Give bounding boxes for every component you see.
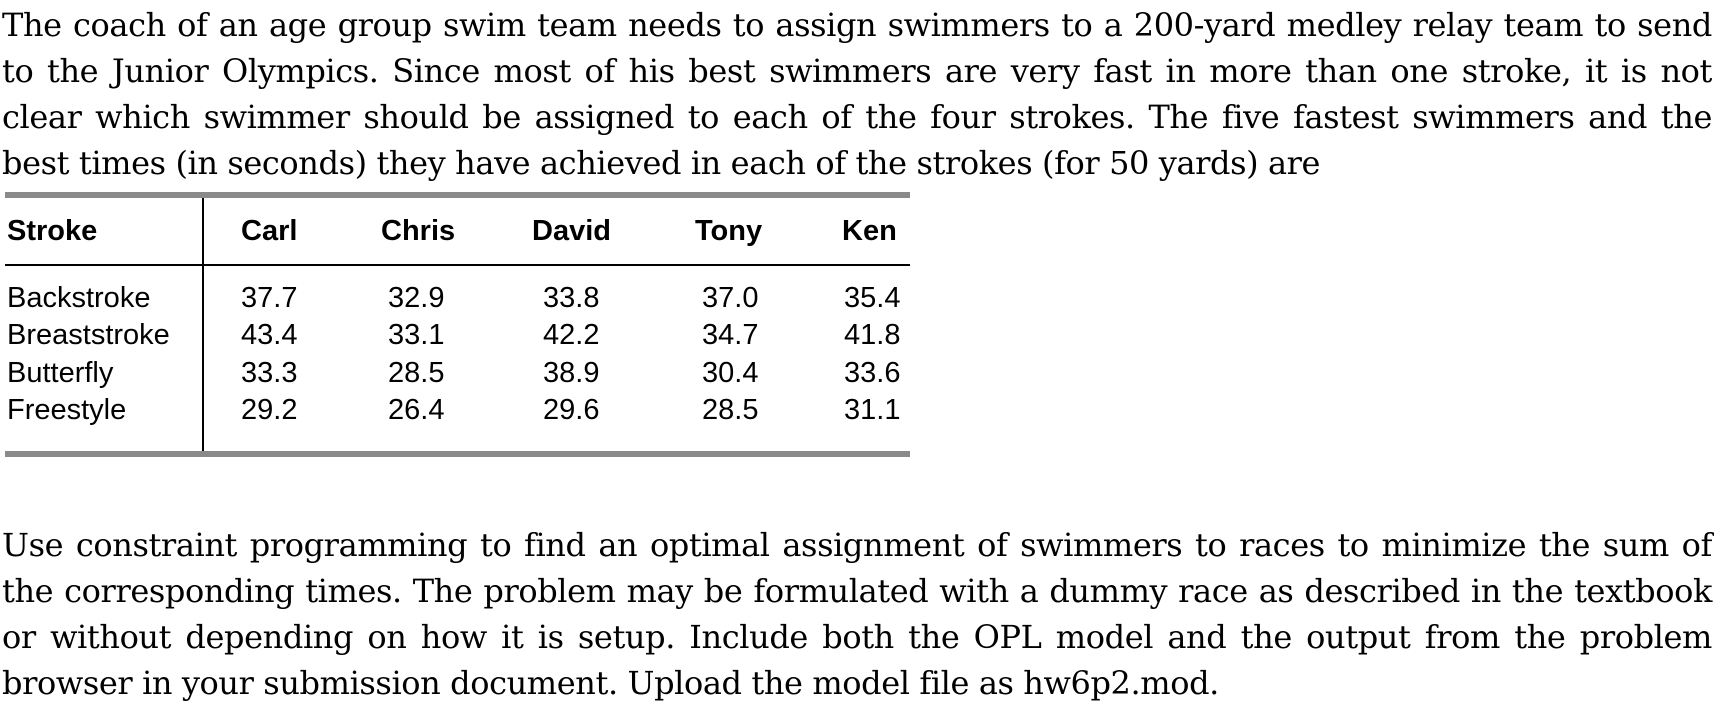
table-cell: 33.8 [543,282,600,314]
table-header-rule [5,264,910,266]
table-cell: 30.4 [702,357,759,389]
table-cell: 37.7 [241,282,298,314]
table-bottom-rule [5,451,910,457]
table-cell: 38.9 [543,357,600,389]
row-label: Freestyle [7,394,127,426]
table-cell: 31.1 [844,394,901,426]
table-cell: 26.4 [388,394,445,426]
table-cell: 33.1 [388,319,445,351]
header-stroke: Stroke [7,215,98,247]
table-cell: 34.7 [702,319,759,351]
table-cell: 35.4 [844,282,901,314]
header-ken: Ken [842,215,897,247]
table-cell: 29.6 [543,394,600,426]
row-label: Butterfly [7,357,114,389]
table-cell: 29.2 [241,394,298,426]
intro-paragraph: The coach of an age group swim team need… [2,6,1712,182]
table-cell: 41.8 [844,319,901,351]
row-label: Backstroke [7,282,151,314]
table-cell: 32.9 [388,282,445,314]
table-cell: 28.5 [702,394,759,426]
table-cell: 37.0 [702,282,759,314]
instructions-paragraph: Use constraint programming to find an op… [2,526,1712,702]
table-cell: 33.6 [844,357,901,389]
table-cell: 43.4 [241,319,298,351]
table-cell: 42.2 [543,319,600,351]
header-tony: Tony [695,215,763,247]
header-david: David [532,215,611,247]
table-cell: 33.3 [241,357,298,389]
header-chris: Chris [381,215,456,247]
swim-times-table: Stroke Carl Chris David Tony Ken Backstr… [5,192,910,460]
row-label: Breaststroke [7,319,170,351]
table-column-divider [202,198,204,451]
header-carl: Carl [241,215,298,247]
table-top-rule [5,192,910,198]
table-cell: 28.5 [388,357,445,389]
